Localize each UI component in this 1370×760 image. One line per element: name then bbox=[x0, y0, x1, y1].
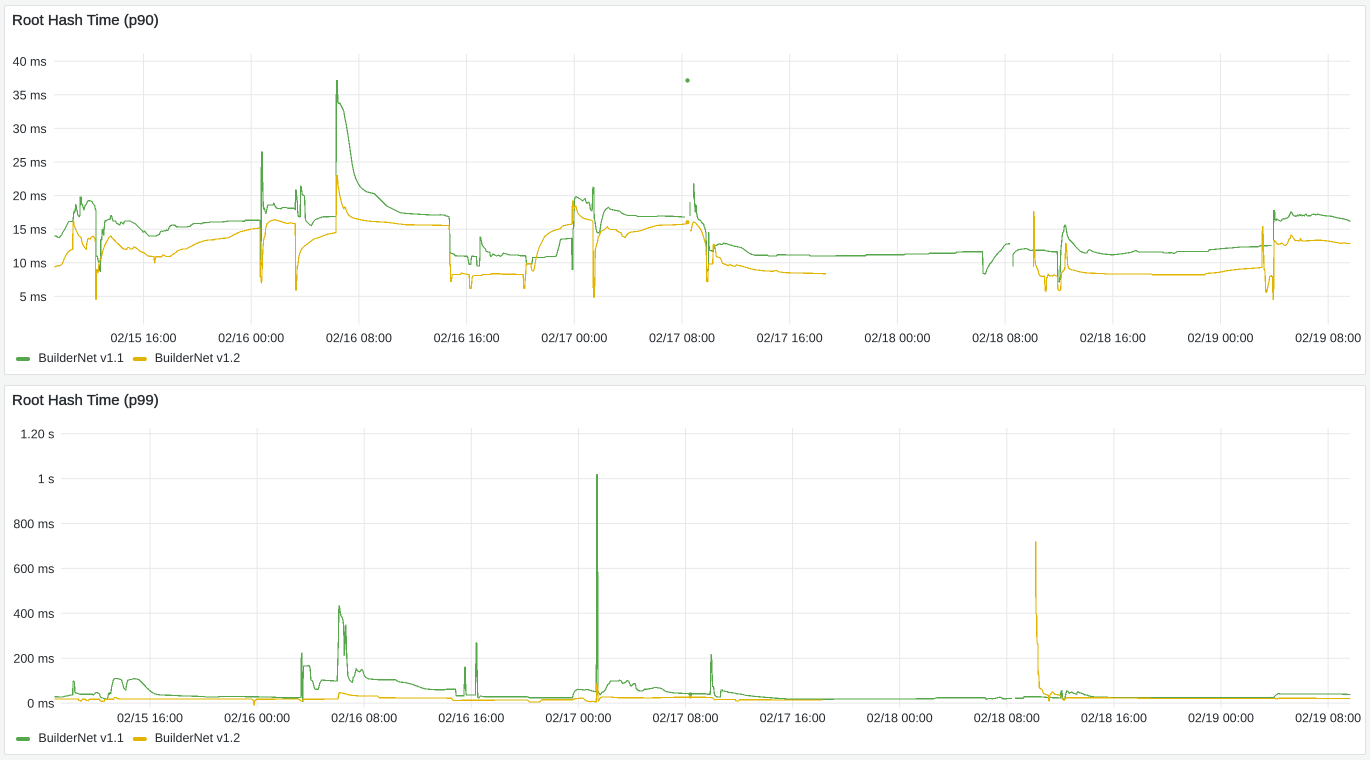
svg-text:15 ms: 15 ms bbox=[13, 223, 47, 237]
svg-text:02/18 08:00: 02/18 08:00 bbox=[972, 331, 1038, 345]
svg-text:1 s: 1 s bbox=[38, 472, 55, 486]
svg-text:02/19 00:00: 02/19 00:00 bbox=[1187, 331, 1253, 345]
svg-text:400 ms: 400 ms bbox=[13, 607, 54, 621]
svg-text:25 ms: 25 ms bbox=[13, 156, 47, 170]
svg-text:40 ms: 40 ms bbox=[13, 55, 47, 69]
svg-text:02/18 00:00: 02/18 00:00 bbox=[864, 331, 930, 345]
svg-text:02/16 08:00: 02/16 08:00 bbox=[326, 331, 392, 345]
svg-text:30 ms: 30 ms bbox=[13, 122, 47, 136]
svg-text:5 ms: 5 ms bbox=[20, 290, 47, 304]
svg-text:02/18 16:00: 02/18 16:00 bbox=[1080, 331, 1146, 345]
svg-text:BuilderNet v1.1: BuilderNet v1.1 bbox=[38, 351, 124, 365]
svg-text:200 ms: 200 ms bbox=[13, 652, 54, 666]
svg-text:02/19 08:00: 02/19 08:00 bbox=[1295, 331, 1361, 345]
svg-text:02/17 08:00: 02/17 08:00 bbox=[649, 331, 715, 345]
svg-text:02/15 16:00: 02/15 16:00 bbox=[117, 711, 183, 725]
svg-text:1.20 s: 1.20 s bbox=[20, 427, 54, 441]
svg-text:35 ms: 35 ms bbox=[13, 88, 47, 102]
svg-text:600 ms: 600 ms bbox=[13, 562, 54, 576]
svg-text:02/18 00:00: 02/18 00:00 bbox=[867, 711, 933, 725]
svg-text:20 ms: 20 ms bbox=[13, 189, 47, 203]
svg-text:02/18 16:00: 02/18 16:00 bbox=[1081, 711, 1147, 725]
svg-text:02/16 00:00: 02/16 00:00 bbox=[218, 331, 284, 345]
svg-text:02/16 16:00: 02/16 16:00 bbox=[434, 331, 500, 345]
svg-text:02/16 16:00: 02/16 16:00 bbox=[438, 711, 504, 725]
svg-text:02/19 00:00: 02/19 00:00 bbox=[1188, 711, 1254, 725]
svg-text:02/17 00:00: 02/17 00:00 bbox=[541, 331, 607, 345]
svg-text:800 ms: 800 ms bbox=[13, 517, 54, 531]
svg-text:02/15 16:00: 02/15 16:00 bbox=[110, 331, 176, 345]
svg-text:02/17 16:00: 02/17 16:00 bbox=[760, 711, 826, 725]
svg-text:10 ms: 10 ms bbox=[13, 256, 47, 270]
svg-text:BuilderNet v1.2: BuilderNet v1.2 bbox=[155, 731, 241, 745]
svg-text:02/17 08:00: 02/17 08:00 bbox=[652, 711, 718, 725]
svg-text:02/16 08:00: 02/16 08:00 bbox=[331, 711, 397, 725]
svg-text:02/17 00:00: 02/17 00:00 bbox=[545, 711, 611, 725]
svg-text:BuilderNet v1.2: BuilderNet v1.2 bbox=[155, 351, 241, 365]
svg-text:02/19 08:00: 02/19 08:00 bbox=[1295, 711, 1361, 725]
svg-text:02/18 08:00: 02/18 08:00 bbox=[974, 711, 1040, 725]
svg-text:BuilderNet v1.1: BuilderNet v1.1 bbox=[38, 731, 124, 745]
svg-text:02/16 00:00: 02/16 00:00 bbox=[224, 711, 290, 725]
svg-text:0 ms: 0 ms bbox=[27, 697, 54, 711]
svg-text:02/17 16:00: 02/17 16:00 bbox=[757, 331, 823, 345]
